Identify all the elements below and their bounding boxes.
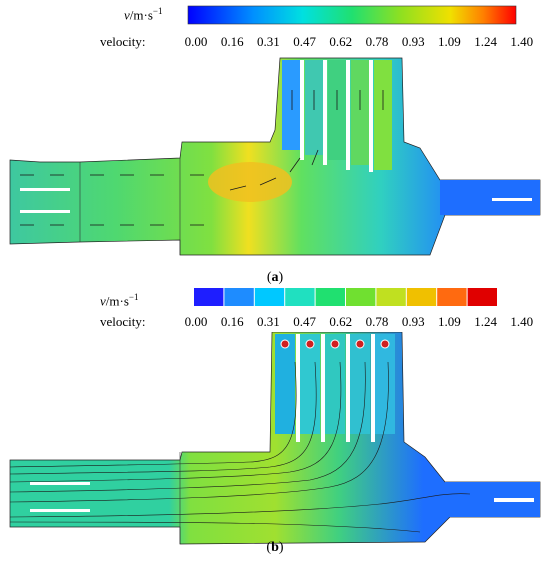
a-tick-8: 1.24	[474, 34, 497, 49]
inlet-slot-a1	[20, 188, 70, 191]
colorbar-b-cell-2	[254, 288, 285, 306]
hot-zone-a	[208, 162, 292, 202]
b-tick-7: 1.09	[438, 314, 461, 329]
a-tick-9: 1.40	[510, 34, 534, 49]
b-tick-6: 0.93	[401, 314, 425, 329]
caption-b: (b)	[266, 540, 284, 555]
a-tick-5: 0.78	[365, 34, 389, 49]
b-tick-9: 1.40	[510, 314, 534, 329]
a-tick-3: 0.47	[293, 34, 316, 49]
channels-a	[282, 60, 392, 172]
a-tick-1: 0.16	[220, 34, 244, 49]
legend-label-a: velocity:	[100, 34, 146, 49]
colorbar-b-cell-9	[467, 288, 497, 306]
inlet-slot-b2	[30, 509, 90, 512]
legend-label-b: velocity:	[100, 314, 146, 329]
b-tick-0: 0.00	[184, 314, 208, 329]
outlet-a	[440, 180, 540, 215]
b-tick-5: 0.78	[365, 314, 389, 329]
b-tick-3: 0.47	[293, 314, 316, 329]
outlet-slot-a	[492, 198, 532, 201]
inlet-slot-a2	[20, 210, 70, 213]
streamlines-b	[9, 361, 471, 533]
domain-outline-a	[9, 57, 541, 256]
flow-domain-a	[9, 57, 541, 256]
colorbar-b-cell-0	[194, 288, 224, 306]
a-tick-6: 0.93	[401, 34, 425, 49]
channels-b	[275, 334, 395, 442]
colorbar-a-gradient	[187, 5, 517, 25]
a-tick-4: 0.62	[329, 34, 353, 49]
a-tick-0: 0.00	[184, 34, 208, 49]
colorbar-b-cell-6	[376, 288, 406, 306]
colorbar-b-cell-7	[406, 288, 437, 306]
outlet-slot-b	[494, 498, 534, 502]
colorbar-b-cell-1	[224, 288, 254, 306]
b-tick-8: 1.24	[474, 314, 497, 329]
b-tick-2: 0.31	[257, 314, 280, 329]
legend-unit-a: v/m·s−1	[124, 6, 163, 23]
a-tick-7: 1.09	[438, 34, 461, 49]
colorbar-b-cell-4	[315, 288, 345, 306]
inlet-slot-b1	[30, 482, 90, 485]
colorbar-b-cell-5	[346, 288, 376, 306]
colorbar-b-cells	[194, 288, 497, 306]
colorbar-b-cell-3	[285, 288, 315, 306]
legend-unit-b: v/m·s−1	[100, 292, 139, 309]
flow-domain-b	[9, 332, 541, 545]
a-tick-2: 0.31	[257, 34, 280, 49]
b-tick-1: 0.16	[220, 314, 244, 329]
panel-a: v/m·s−1 velocity: 0.00 0.16 0.31 0.47 0.62 0.…	[9, 5, 541, 285]
colorbar-b	[194, 288, 497, 306]
caption-a: (a)	[266, 270, 284, 285]
colorbar-a	[187, 5, 517, 25]
colorbar-b-cell-8	[437, 288, 467, 306]
b-tick-4: 0.62	[329, 314, 353, 329]
panel-b: v/m·s−1 velocity: 0.00 0.16 0.31 0.47 0.62 0.…	[0, 288, 550, 566]
velocity-vectors-a	[20, 90, 384, 226]
